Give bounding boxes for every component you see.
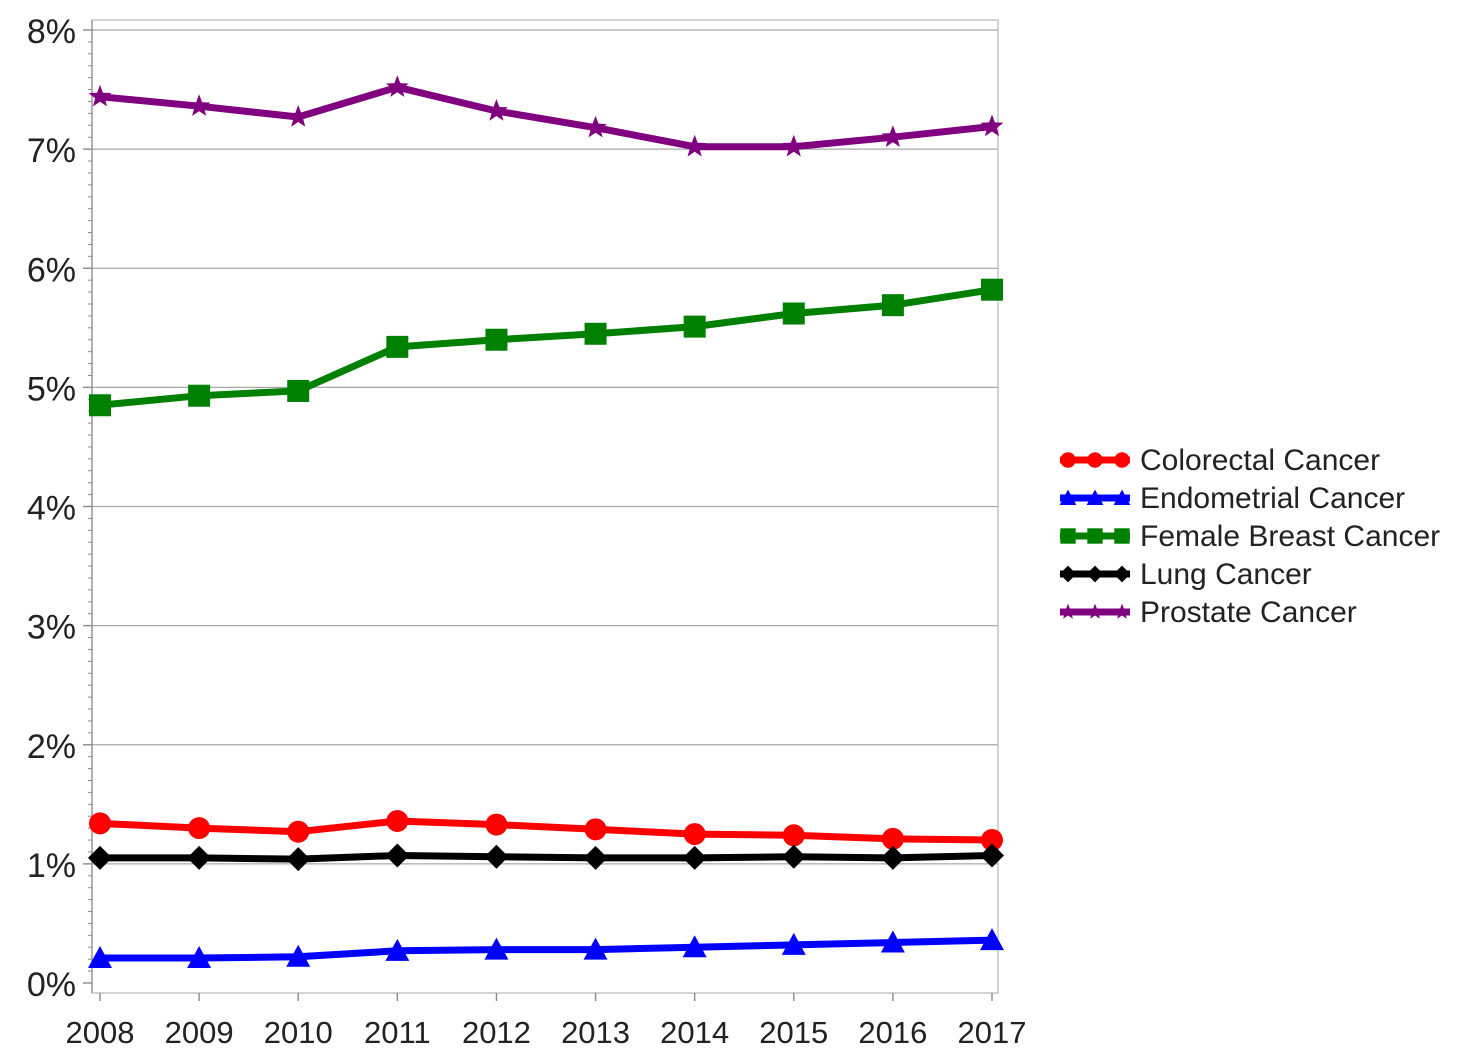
data-point xyxy=(1114,528,1129,543)
legend-item: Prostate Cancer xyxy=(1060,596,1357,629)
data-point xyxy=(585,818,607,840)
data-point xyxy=(287,821,309,843)
series-line xyxy=(100,87,992,147)
x-tick-label: 2017 xyxy=(958,1015,1027,1050)
data-point xyxy=(584,846,608,870)
data-point xyxy=(882,294,904,316)
x-tick-label: 2015 xyxy=(759,1015,828,1050)
legend-label: Endometrial Cancer xyxy=(1140,482,1405,515)
data-point xyxy=(188,94,211,116)
legend-label: Lung Cancer xyxy=(1140,558,1312,591)
y-axis: 0% 1% 2% 3% 4% 5% 6% 7% 8% xyxy=(27,13,92,1004)
x-tick-label: 2011 xyxy=(364,1015,431,1050)
y-tick-label: 6% xyxy=(27,251,76,289)
data-point xyxy=(1060,528,1075,543)
legend-item: Lung Cancer xyxy=(1060,558,1312,591)
series-colorectal-cancer xyxy=(89,810,1003,851)
data-point xyxy=(485,814,507,836)
data-point xyxy=(782,135,805,157)
series-line xyxy=(100,856,992,860)
series-layer xyxy=(88,75,1004,968)
y-tick-label: 3% xyxy=(27,609,76,647)
x-tick-label: 2012 xyxy=(462,1015,531,1050)
series-line xyxy=(100,940,992,958)
data-point xyxy=(89,812,111,834)
data-point xyxy=(485,329,507,351)
legend-label: Prostate Cancer xyxy=(1140,596,1357,629)
x-tick-label: 2010 xyxy=(264,1015,333,1050)
data-point xyxy=(683,135,706,157)
data-point xyxy=(484,845,508,869)
y-tick-label: 1% xyxy=(27,847,76,885)
y-tick-label: 7% xyxy=(27,132,76,170)
y-tick-label: 0% xyxy=(27,966,76,1004)
data-point xyxy=(782,845,806,869)
data-point xyxy=(1060,604,1076,619)
data-point xyxy=(1114,452,1129,467)
data-point xyxy=(1060,452,1075,467)
x-axis: 2008 2009 2010 2011 2012 2013 2014 2015 2016 2017 xyxy=(66,993,1027,1050)
data-point xyxy=(287,380,309,402)
series-prostate-cancer xyxy=(89,75,1004,156)
data-point xyxy=(684,316,706,338)
data-point xyxy=(683,846,707,870)
y-tick-label: 4% xyxy=(27,490,76,528)
data-point xyxy=(783,303,805,325)
y-tick-label: 5% xyxy=(27,370,76,408)
x-tick-label: 2014 xyxy=(660,1015,729,1050)
data-point xyxy=(684,823,706,845)
series-line xyxy=(100,821,992,840)
data-point xyxy=(1060,566,1077,583)
y-tick-label: 8% xyxy=(27,13,76,51)
data-point xyxy=(187,846,211,870)
series-lung-cancer xyxy=(88,844,1004,872)
data-point xyxy=(1087,566,1104,583)
series-endometrial-cancer xyxy=(88,928,1004,968)
data-point xyxy=(1087,452,1102,467)
x-tick-label: 2013 xyxy=(561,1015,630,1050)
x-tick-label: 2009 xyxy=(165,1015,234,1050)
data-point xyxy=(386,75,409,97)
data-point xyxy=(981,115,1004,137)
legend-item: Endometrial Cancer xyxy=(1060,482,1406,515)
legend-label: Colorectal Cancer xyxy=(1140,444,1380,477)
legend-label: Female Breast Cancer xyxy=(1140,520,1440,553)
data-point xyxy=(1087,528,1102,543)
data-point xyxy=(485,99,508,121)
y-tick-label: 2% xyxy=(27,728,76,766)
x-tick-label: 2016 xyxy=(858,1015,927,1050)
legend-item: Female Breast Cancer xyxy=(1060,520,1440,553)
data-point xyxy=(188,385,210,407)
data-point xyxy=(286,847,310,871)
data-point xyxy=(882,125,905,147)
series-female-breast-cancer xyxy=(89,279,1003,417)
x-tick-label: 2008 xyxy=(66,1015,135,1050)
data-point xyxy=(188,817,210,839)
data-point xyxy=(386,336,408,358)
data-point xyxy=(584,116,607,138)
data-point xyxy=(89,394,111,416)
gridlines xyxy=(92,30,998,864)
data-point xyxy=(881,846,905,870)
data-point xyxy=(1087,604,1103,619)
data-point xyxy=(783,824,805,846)
data-point xyxy=(1114,566,1131,583)
data-point xyxy=(1114,604,1130,619)
data-point xyxy=(981,279,1003,301)
data-point xyxy=(585,323,607,345)
data-point xyxy=(386,810,408,832)
legend-item: Colorectal Cancer xyxy=(1060,444,1380,477)
legend: Colorectal Cancer Endometrial Cancer Femal… xyxy=(1060,444,1441,629)
data-point xyxy=(287,105,310,127)
